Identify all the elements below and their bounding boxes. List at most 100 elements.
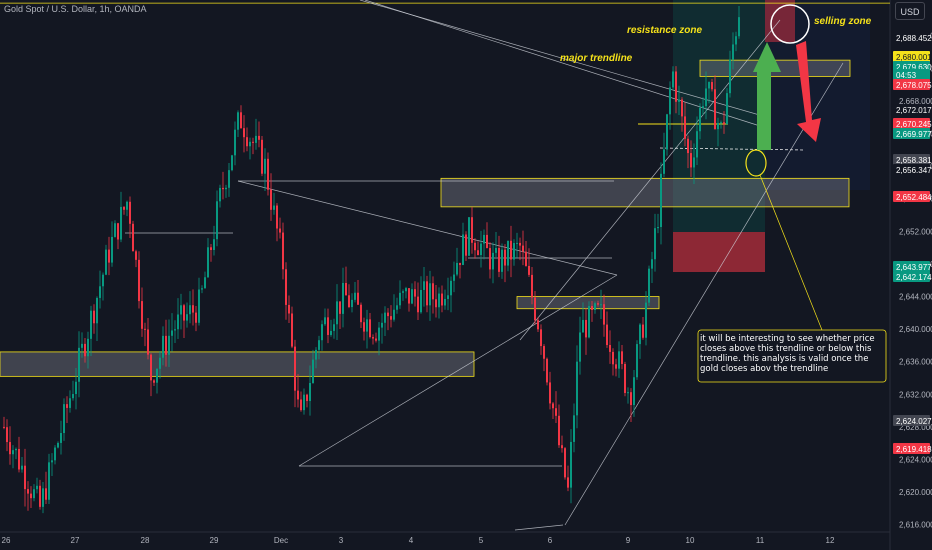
candle-body [630, 392, 632, 406]
candle-body [732, 44, 734, 60]
candle-body [546, 358, 548, 383]
candle [474, 238, 476, 259]
candle [417, 282, 419, 320]
candle-body [459, 262, 461, 265]
candle [657, 213, 659, 234]
price-label-bg [893, 69, 930, 80]
price-label-bg [893, 104, 930, 115]
candle-body [408, 288, 410, 304]
candle [612, 348, 614, 376]
candle [453, 261, 455, 293]
candle-body [465, 234, 467, 256]
price-label: 2,643.977 [893, 261, 932, 272]
candle-body [564, 448, 566, 478]
candle-body [309, 382, 311, 402]
candle-body [177, 314, 179, 330]
candle [711, 78, 713, 92]
candle [237, 110, 239, 137]
candle-body [678, 99, 680, 102]
candle [642, 317, 644, 340]
candle-body [651, 259, 653, 269]
candle [204, 271, 206, 289]
candle [561, 435, 563, 453]
candle [543, 344, 545, 372]
candle [15, 447, 17, 460]
candle [621, 345, 623, 370]
candle [567, 465, 569, 492]
x-tick-label: Dec [274, 536, 288, 545]
note-box [697, 329, 887, 383]
candle-body [285, 269, 287, 305]
candle [504, 244, 506, 283]
candle [528, 248, 530, 277]
candle-body [534, 297, 536, 321]
candle [600, 289, 602, 320]
candle-body [717, 122, 719, 130]
candle-body [159, 357, 161, 369]
x-tick-label: 3 [339, 536, 344, 545]
candle [90, 305, 92, 357]
candle-body [402, 291, 404, 293]
x-tick-label: 5 [479, 536, 484, 545]
candle [231, 154, 233, 172]
price-label: 2,658.381 [893, 154, 932, 165]
candle [189, 291, 191, 324]
candle-body [48, 462, 50, 500]
candle-body [657, 227, 659, 229]
price-label-text: 2,642.174 [896, 273, 932, 282]
red-down-arrow [796, 41, 821, 142]
candle [147, 318, 149, 360]
candle [366, 309, 368, 349]
candle [75, 368, 77, 410]
candle [66, 396, 68, 423]
candle-body [426, 281, 428, 306]
candle-body [582, 319, 584, 333]
candle-body [495, 247, 497, 253]
trendline [564, 62, 844, 526]
candle [282, 222, 284, 280]
candle-body [663, 149, 665, 174]
price-label-text: 2,643.977 [896, 263, 932, 272]
candle [261, 136, 263, 177]
candle-body [15, 448, 17, 451]
candle-body [579, 332, 581, 362]
candle [579, 316, 581, 375]
candle-body [540, 329, 542, 347]
candle-body [75, 381, 77, 395]
candle-body [204, 277, 206, 289]
candle-body [132, 223, 134, 252]
candle [348, 284, 350, 309]
price-label: 2,678.075 [893, 79, 932, 90]
candle-body [654, 228, 656, 260]
candle [345, 266, 347, 296]
candle [243, 115, 245, 153]
candle [6, 419, 8, 452]
candle [525, 241, 527, 267]
candle [105, 244, 107, 276]
candle [675, 66, 677, 114]
candle [330, 319, 332, 337]
candle-body [738, 17, 740, 37]
trendline [359, 0, 771, 119]
candle [396, 297, 398, 314]
candle-body [300, 399, 302, 411]
candle-body [702, 106, 704, 108]
candle [585, 308, 587, 355]
candle [426, 275, 428, 313]
candle [12, 445, 14, 469]
candle-body [675, 71, 677, 102]
candle [402, 289, 404, 301]
candle-body [210, 247, 212, 250]
candle-body [477, 250, 479, 256]
candle-body [636, 344, 638, 378]
candle-body [270, 189, 272, 210]
candle [324, 308, 326, 326]
candle-body [714, 89, 716, 130]
candle [441, 285, 443, 313]
candle-body [504, 249, 506, 266]
candle [216, 190, 218, 247]
candle-body [105, 249, 107, 275]
candle-body [720, 122, 722, 124]
currency-button[interactable]: USD [895, 2, 925, 20]
